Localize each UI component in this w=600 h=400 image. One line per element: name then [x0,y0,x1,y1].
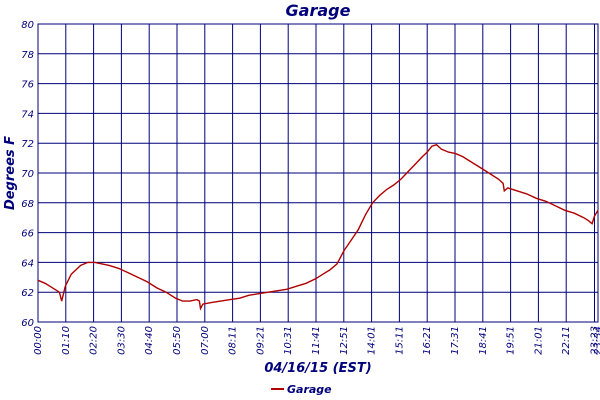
x-tick-label: 12:51 [339,326,350,355]
x-tick-label: 21:01 [533,326,544,355]
x-tick-label: 11:41 [311,326,322,355]
x-tick-label: 19:51 [506,326,517,355]
y-tick-label: 62 [21,288,34,299]
chart-title: Garage [286,1,351,20]
x-tick-label: 22:11 [561,326,572,355]
y-tick-label: 70 [21,169,34,180]
x-axis-ticks: 00:00 01:10 02:20 03:30 04:40 05:50 07:00 08:11… [33,326,600,355]
legend: Garage [271,383,332,396]
y-tick-label: 78 [21,50,34,61]
x-tick-label: 18:41 [478,326,489,355]
y-tick-label: 74 [21,109,34,120]
x-tick-label: 23:34 [593,326,600,355]
x-tick-label: 07:00 [200,326,211,355]
x-tick-label: 05:50 [172,326,183,355]
y-axis-title: Degrees F [3,136,18,210]
x-tick-label: 02:20 [89,326,100,355]
series-line-garage [37,143,599,311]
y-tick-label: 68 [21,199,34,210]
x-tick-label: 09:21 [255,326,266,355]
x-tick-label: 08:11 [228,326,239,355]
x-tick-label: 04:40 [144,326,155,355]
x-tick-label: 00:00 [33,326,44,355]
x-tick-label: 16:21 [422,326,433,355]
y-tick-label: 80 [21,20,34,31]
x-axis-title: 04/16/15 (EST) [264,361,371,376]
y-tick-label: 66 [21,229,34,240]
x-tick-label: 14:01 [367,326,378,355]
x-tick-label: 23:23 [590,326,600,355]
y-tick-label: 76 [21,80,34,91]
y-tick-label: 60 [21,318,34,329]
x-tick-label: 03:30 [116,326,127,355]
x-tick-label: 17:31 [450,326,461,355]
plot-frame [37,23,599,323]
y-tick-label: 64 [21,258,34,269]
y-axis-ticks: 60 62 64 66 68 70 72 74 76 78 80 [21,20,34,329]
x-tick-label: 01:10 [61,326,72,355]
x-tick-label: 15:11 [394,326,405,355]
x-tick-label: 10:31 [283,326,294,355]
y-tick-label: 72 [21,139,34,150]
legend-label-garage: Garage [287,383,332,396]
